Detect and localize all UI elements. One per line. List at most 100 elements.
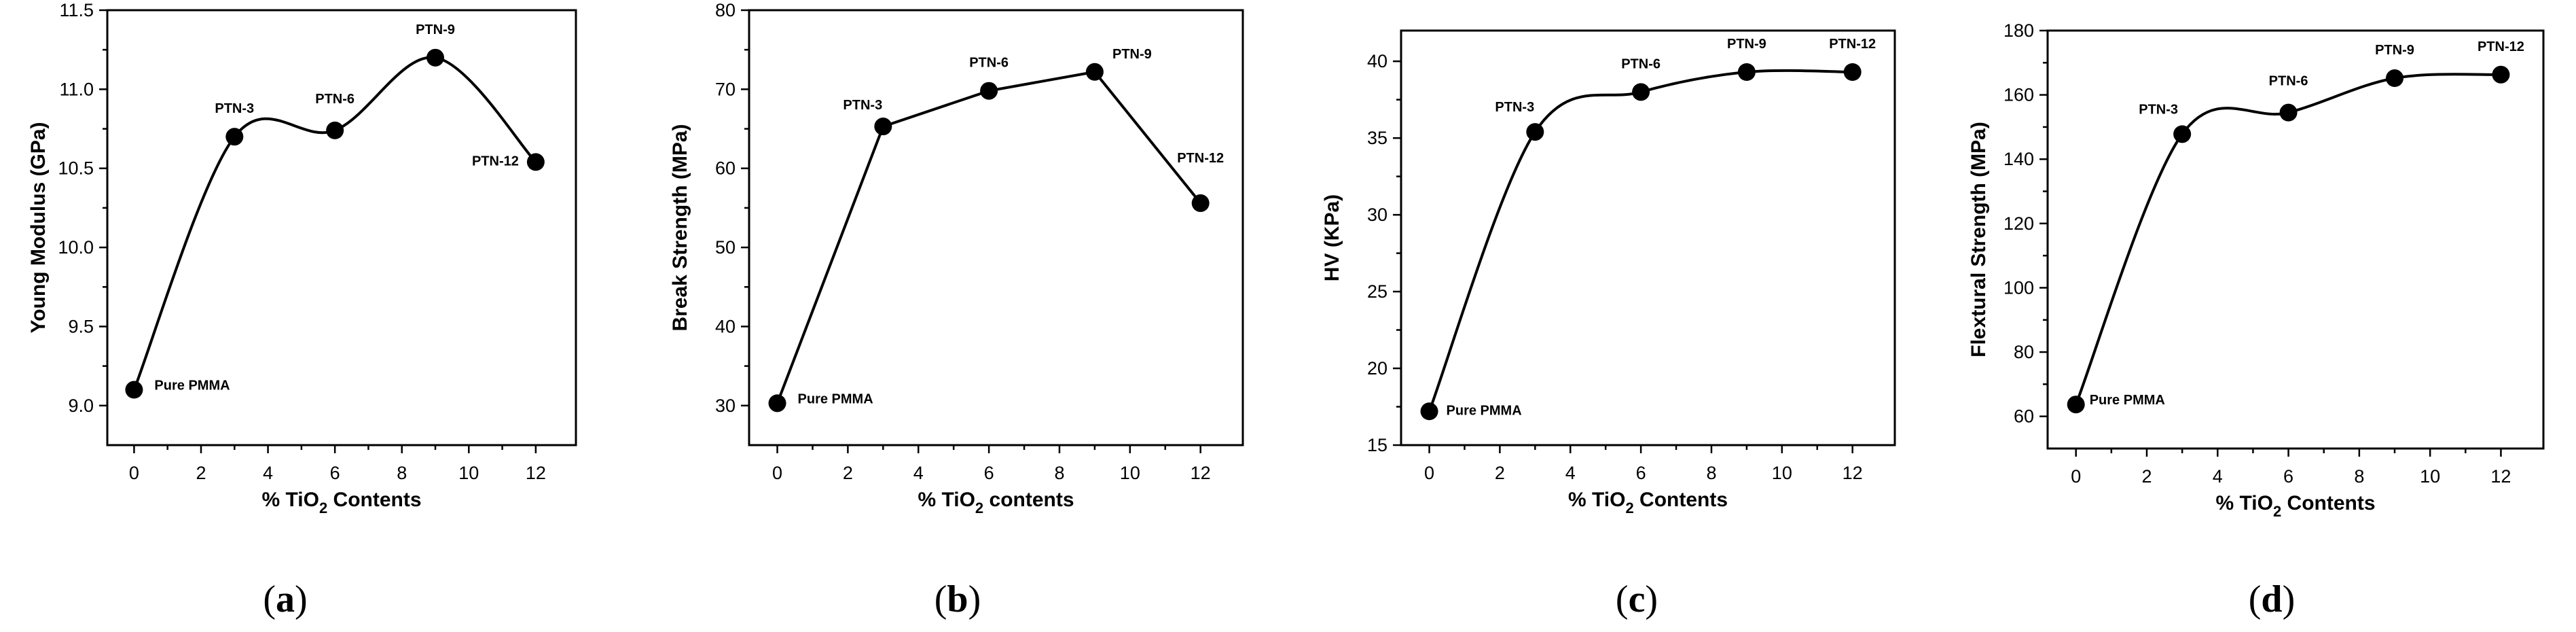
panel-caption: (a) — [263, 578, 307, 620]
x-tick-label: 10 — [458, 463, 479, 483]
y-tick-label: 35 — [1367, 128, 1387, 148]
x-tick-label: 8 — [397, 463, 407, 483]
x-tick-label: 2 — [843, 463, 853, 483]
data-point — [2067, 396, 2085, 414]
plot-frame — [2046, 29, 2545, 450]
data-point-label: Pure PMMA — [798, 391, 873, 406]
data-point — [1843, 63, 1862, 81]
x-tick-label: 2 — [1495, 463, 1505, 483]
x-tick-label: 4 — [1565, 463, 1576, 483]
x-tick-label: 6 — [984, 463, 994, 483]
data-point-label: PTN-9 — [2375, 43, 2414, 58]
x-axis-label-text: contents — [983, 489, 1074, 511]
data-point-label: PTN-12 — [2478, 39, 2524, 54]
panel-caption-open: ( — [1616, 578, 1629, 620]
y-tick-label: 30 — [1367, 205, 1387, 225]
x-axis-label-text: Contents — [2281, 492, 2375, 514]
panel-caption-letter: a — [276, 578, 295, 620]
x-tick-label: 4 — [2213, 466, 2223, 487]
y-tick-label: 80 — [2014, 342, 2034, 362]
x-axis-label-text: % TiO — [918, 489, 975, 511]
panel-caption-letter: b — [947, 578, 968, 620]
data-point-label: PTN-12 — [1177, 151, 1224, 166]
data-point-label: PTN-3 — [215, 101, 254, 116]
x-tick-label: 12 — [1191, 463, 1211, 483]
y-tick-label: 9.0 — [68, 396, 94, 416]
x-axis-label: % TiO2 Contents — [2215, 492, 2375, 520]
x-axis-label-subscript: 2 — [2273, 503, 2281, 520]
y-tick-label: 50 — [715, 237, 736, 258]
series-line — [1428, 69, 1853, 412]
data-point-label: PTN-9 — [1112, 47, 1152, 62]
data-point-label: PTN-6 — [315, 92, 355, 107]
data-point — [1632, 83, 1650, 101]
x-axis-label-text: Contents — [327, 489, 421, 511]
y-tick-label: 10.0 — [58, 237, 94, 258]
data-point-label: PTN-12 — [472, 154, 519, 169]
data-point — [1737, 63, 1756, 81]
x-tick-label: 0 — [772, 463, 782, 483]
x-axis-label-text: % TiO — [1568, 489, 1625, 511]
data-point — [427, 48, 444, 67]
data-point — [1420, 402, 1438, 421]
x-tick-label: 0 — [129, 463, 139, 483]
x-tick-label: 0 — [1424, 463, 1434, 483]
panel-caption: (c) — [1616, 578, 1658, 620]
y-tick-label: 180 — [2003, 20, 2034, 41]
y-tick-label: 10.5 — [58, 158, 94, 179]
x-tick-label: 8 — [2354, 466, 2364, 487]
data-point-label: Pure PMMA — [1447, 403, 1522, 418]
data-point — [326, 121, 344, 139]
x-axis-label-text: Contents — [1634, 489, 1728, 511]
y-tick-label: 160 — [2003, 85, 2034, 105]
data-point — [2279, 103, 2298, 122]
data-point — [2386, 69, 2403, 88]
data-point-label: PTN-3 — [843, 98, 882, 113]
panel-caption-letter: d — [2261, 578, 2282, 620]
data-point — [1191, 194, 1210, 212]
data-point — [1526, 123, 1544, 141]
y-tick-label: 40 — [1367, 51, 1387, 71]
x-tick-label: 8 — [1054, 463, 1064, 483]
x-tick-label: 2 — [2141, 466, 2152, 487]
x-tick-label: 10 — [1772, 463, 1792, 483]
plot-frame — [1400, 29, 1896, 446]
y-axis-label: HV (KPa) — [1321, 194, 1343, 281]
x-tick-label: 2 — [196, 463, 206, 483]
x-tick-label: 8 — [1706, 463, 1716, 483]
x-axis-label-subscript: 2 — [319, 499, 327, 516]
y-tick-label: 100 — [2003, 277, 2034, 298]
y-tick-label: 11.0 — [59, 79, 94, 99]
y-tick-label: 25 — [1367, 281, 1387, 302]
data-point — [125, 381, 143, 399]
y-tick-label: 20 — [1367, 358, 1387, 379]
y-axis-label: Break Strength (MPa) — [669, 124, 691, 331]
x-tick-label: 10 — [1120, 463, 1140, 483]
data-point — [874, 118, 892, 136]
panel-caption: (d) — [2249, 578, 2295, 620]
plot-frame — [748, 9, 1244, 446]
x-tick-label: 12 — [526, 463, 546, 483]
x-tick-label: 6 — [2283, 466, 2293, 487]
data-point-label: PTN-6 — [1621, 56, 1661, 71]
data-point-label: PTN-12 — [1829, 37, 1876, 52]
panel-caption-open: ( — [263, 578, 276, 620]
x-axis-label-text: % TiO — [2215, 492, 2272, 514]
data-point — [1085, 63, 1104, 81]
y-tick-label: 40 — [715, 316, 736, 336]
data-point-label: PTN-3 — [2139, 102, 2178, 117]
x-axis-label: % TiO2 contents — [918, 489, 1074, 516]
data-point-label: Pure PMMA — [2090, 393, 2165, 408]
x-tick-label: 12 — [1843, 463, 1863, 483]
data-point — [980, 82, 998, 100]
panel-caption-open: ( — [2249, 578, 2262, 620]
x-tick-label: 12 — [2490, 466, 2511, 487]
x-tick-label: 6 — [330, 463, 340, 483]
data-point — [225, 128, 244, 146]
data-point — [2173, 125, 2192, 143]
y-tick-label: 60 — [715, 158, 736, 179]
y-tick-label: 140 — [2003, 149, 2034, 169]
chart-panel-a: 0 2 4 6 8 10 129.09.510.010.511.011.5% TiO2 Co… — [27, 0, 577, 620]
data-point — [2492, 65, 2510, 84]
